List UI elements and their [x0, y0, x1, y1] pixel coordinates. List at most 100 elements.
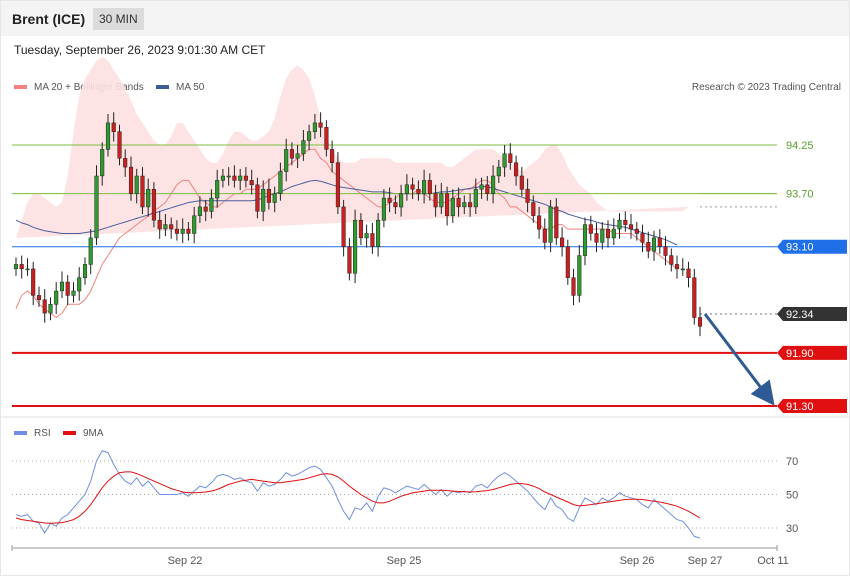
rsi-line — [15, 450, 701, 539]
candle-body — [220, 175, 225, 181]
candle-body — [146, 188, 151, 208]
candle-body — [82, 264, 88, 278]
candle-body — [651, 237, 657, 252]
candle-body — [157, 219, 162, 230]
ma50-line — [15, 179, 678, 246]
candle-body — [203, 206, 208, 212]
candle-body — [588, 224, 593, 234]
candle-body — [140, 175, 145, 208]
symbol-title: Brent (ICE) — [12, 11, 86, 27]
candle-body — [307, 131, 312, 141]
candle-body — [628, 224, 634, 230]
candle-body — [623, 219, 628, 225]
candle-body — [347, 246, 352, 274]
candle-body — [272, 193, 277, 203]
candle-body — [525, 188, 530, 203]
candle-body — [381, 197, 386, 221]
candle-body — [680, 268, 685, 271]
candle-body — [249, 180, 254, 186]
candle-body — [646, 242, 651, 252]
candle-body — [686, 268, 691, 278]
candle-body — [491, 175, 496, 194]
candle-body — [462, 202, 467, 208]
candle-body — [594, 233, 599, 243]
candle-body — [151, 188, 156, 221]
level-label: 92.34 — [786, 309, 814, 321]
candle-body — [19, 264, 24, 270]
candle-body — [640, 233, 645, 243]
candle-body — [255, 184, 260, 212]
candle-body — [335, 162, 340, 208]
candle-body — [485, 184, 490, 194]
candle-body — [278, 171, 283, 194]
x-tick-label: Sep 26 — [620, 555, 655, 567]
candle-body — [266, 188, 271, 203]
candle-body — [479, 184, 484, 190]
legend-swatch-ma50 — [156, 85, 169, 89]
candle-body — [186, 228, 191, 234]
chart-datetime: Tuesday, September 26, 2023 9:01:30 AM C… — [14, 43, 266, 57]
candle-body — [197, 206, 202, 216]
level-price-tag — [777, 345, 847, 360]
candle-body — [169, 224, 174, 230]
candle-body — [502, 153, 507, 168]
candle-body — [364, 233, 369, 239]
candle-body — [519, 175, 524, 190]
candle-body — [284, 149, 289, 172]
candle-body — [439, 193, 444, 208]
candle-body — [468, 202, 473, 208]
candle-body — [105, 122, 111, 150]
candle-body — [192, 215, 197, 234]
candle-body — [289, 149, 294, 159]
research-credit: Research © 2023 Trading Central — [692, 82, 841, 93]
candle-body — [100, 149, 105, 177]
candle-body — [571, 277, 576, 296]
level-label: 94.25 — [786, 140, 814, 152]
candle-body — [542, 228, 547, 243]
timeframe-button[interactable]: 30 MIN — [93, 8, 144, 30]
candle-body — [565, 246, 570, 278]
candle-body — [48, 304, 53, 314]
rsi-tick-label: 50 — [786, 490, 798, 502]
candle-body — [456, 197, 461, 208]
candle-body — [353, 219, 358, 274]
candle-body — [422, 180, 427, 194]
candle-body — [473, 188, 478, 208]
candle-body — [433, 193, 438, 208]
level-label: 93.70 — [786, 189, 814, 201]
candle-body — [669, 255, 674, 265]
projection-arrow — [703, 313, 775, 406]
candle-body — [531, 202, 536, 217]
candle-body — [312, 122, 317, 132]
candle-body — [88, 237, 93, 265]
rsi-9ma-line — [15, 471, 701, 524]
level-label: 93.10 — [786, 242, 814, 254]
candle-body — [427, 180, 432, 194]
x-tick-label: Oct 11 — [757, 555, 789, 567]
candle-body — [123, 158, 128, 168]
candle-body — [134, 175, 139, 194]
chart-header: Brent (ICE) 30 MIN — [1, 1, 849, 36]
candle-body — [180, 228, 185, 234]
candle-body — [94, 175, 99, 239]
candle-body — [261, 188, 266, 212]
candle-body — [42, 299, 47, 314]
candle-body — [600, 228, 605, 243]
candle-body — [25, 268, 30, 271]
legend-9ma-label: 9MA — [83, 428, 104, 439]
level-label: 91.30 — [786, 401, 814, 413]
candle-body — [663, 246, 668, 256]
candle-body — [445, 193, 450, 217]
candle-body — [36, 295, 42, 301]
candle-body — [54, 290, 59, 305]
candle-body — [657, 237, 662, 247]
candle-body — [59, 281, 65, 292]
candle-body — [226, 175, 231, 178]
x-tick-label: Sep 25 — [387, 555, 422, 567]
candle-body — [617, 219, 622, 230]
candle-body — [697, 317, 703, 327]
x-tick-label: Sep 22 — [168, 555, 203, 567]
rsi-tick-label: 30 — [786, 523, 798, 535]
